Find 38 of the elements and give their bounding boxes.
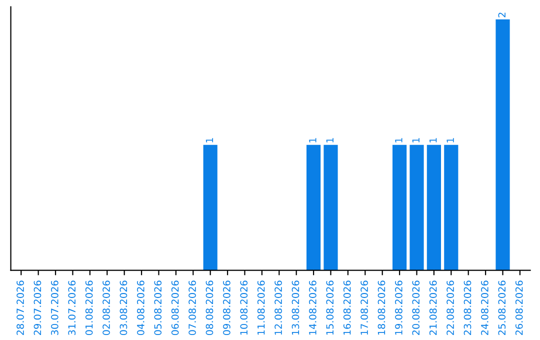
x-tick-label: 16.08.2026 — [343, 280, 351, 335]
x-tick-label: 11.08.2026 — [257, 280, 265, 335]
x-tick-label: 21.08.2026 — [429, 280, 437, 335]
data-label: 1 — [446, 138, 454, 142]
x-tick-label: 17.08.2026 — [360, 280, 368, 335]
x-tick-label: 08.08.2026 — [206, 280, 214, 336]
x-tick-label: 24.08.2026 — [481, 280, 488, 335]
data-label: 2 — [498, 12, 506, 18]
data-label: 1 — [412, 138, 420, 142]
x-tick-label: 19.08.2026 — [395, 280, 402, 335]
x-tick-label: 02.08.2026 — [102, 280, 110, 336]
data-label: 1 — [206, 138, 214, 142]
x-tick-label: 13.08.2026 — [292, 280, 300, 335]
x-tick-label: 01.08.2026 — [85, 280, 93, 336]
data-label: 1 — [395, 138, 402, 142]
x-tick-label: 29.07.2026 — [34, 280, 42, 335]
x-tick-label: 03.08.2026 — [120, 280, 128, 336]
x-tick-label: 10.08.2026 — [240, 280, 248, 335]
data-label: 1 — [309, 138, 316, 142]
x-tick-label: 12.08.2026 — [274, 280, 282, 335]
x-tick-label: 26.08.2026 — [515, 280, 523, 335]
x-tick-label: 05.08.2026 — [154, 280, 162, 336]
x-tick-label: 30.07.2026 — [50, 280, 58, 335]
data-label: 1 — [326, 138, 334, 142]
x-tick-label: 09.08.2026 — [223, 280, 230, 336]
x-tick-label: 20.08.2026 — [412, 280, 420, 335]
x-tick-label: 15.08.2026 — [326, 280, 334, 335]
x-tick-label: 04.08.2026 — [136, 280, 144, 336]
x-tick-label: 18.08.2026 — [378, 280, 386, 335]
x-tick-label: 14.08.2026 — [309, 280, 316, 335]
x-tick-label: 23.08.2026 — [464, 280, 472, 335]
x-tick-label: 28.07.2026 — [16, 280, 24, 335]
x-tick-label: 22.08.2026 — [446, 280, 454, 335]
x-tick-label: 07.08.2026 — [188, 280, 196, 336]
x-tick-label: 06.08.2026 — [171, 280, 179, 336]
x-tick-label: 31.07.2026 — [68, 280, 76, 335]
data-label: 1 — [430, 138, 437, 142]
x-tick-label: 25.08.2026 — [498, 280, 506, 335]
